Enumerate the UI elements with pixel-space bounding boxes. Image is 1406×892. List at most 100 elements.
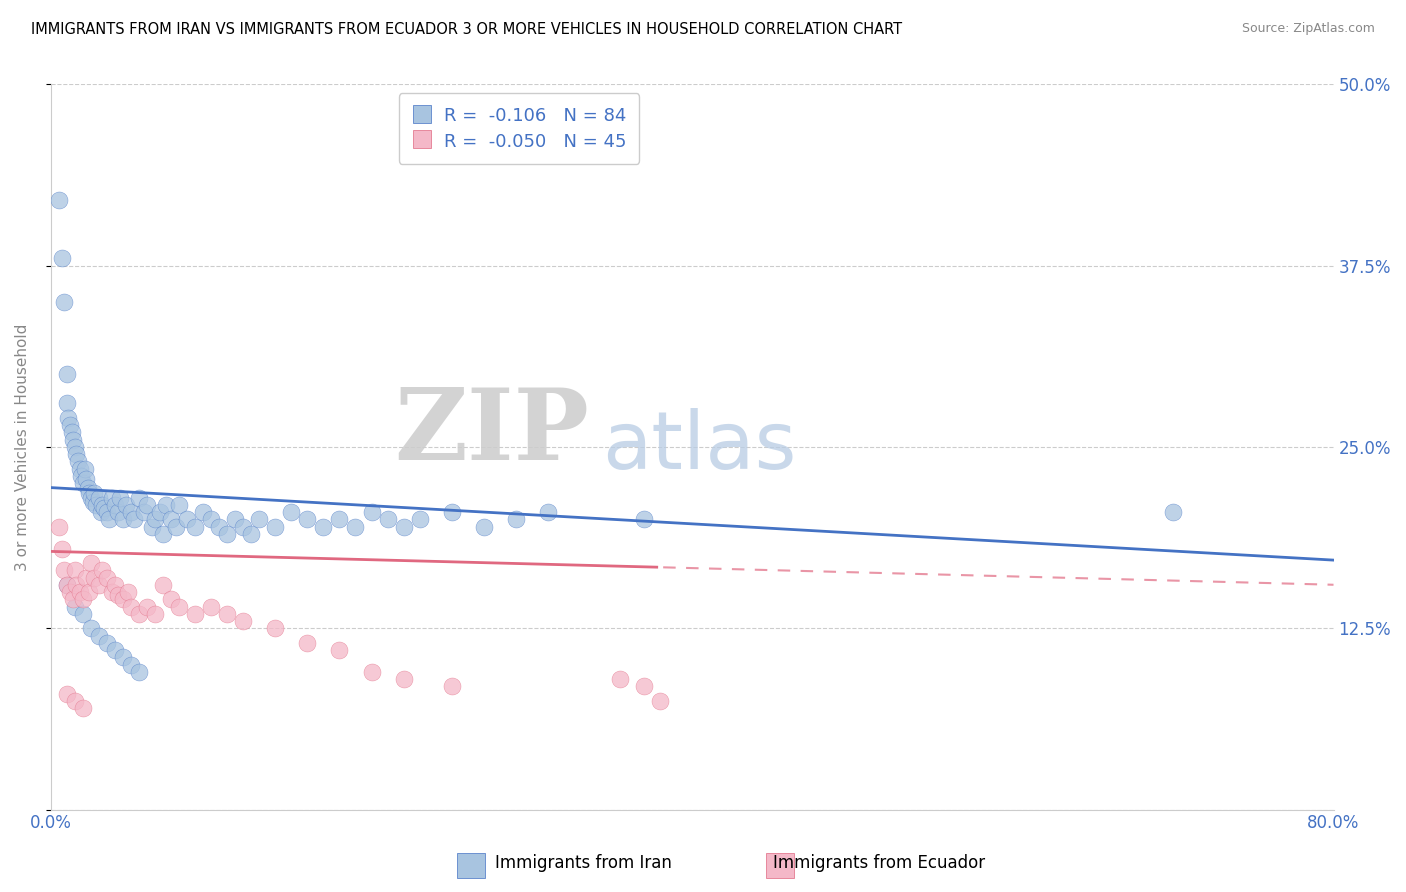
- Point: [152, 578, 174, 592]
- Point: [51, 541, 73, 556]
- Point: [107, 505, 129, 519]
- Point: [224, 512, 246, 526]
- Text: Source: ZipAtlas.com: Source: ZipAtlas.com: [1241, 22, 1375, 36]
- Point: [328, 643, 350, 657]
- Point: [84, 498, 107, 512]
- Point: [440, 505, 463, 519]
- Point: [96, 570, 118, 584]
- Point: [648, 694, 671, 708]
- Point: [79, 585, 101, 599]
- Point: [82, 495, 104, 509]
- Point: [297, 636, 319, 650]
- Point: [136, 599, 159, 614]
- Point: [208, 520, 231, 534]
- Point: [184, 607, 207, 621]
- Point: [264, 520, 287, 534]
- Point: [149, 505, 172, 519]
- Point: [48, 520, 70, 534]
- Point: [96, 505, 118, 519]
- Point: [120, 599, 142, 614]
- Point: [69, 585, 91, 599]
- Point: [79, 486, 101, 500]
- Point: [132, 505, 155, 519]
- Point: [72, 607, 94, 621]
- Point: [65, 447, 87, 461]
- Point: [633, 679, 655, 693]
- Point: [143, 512, 166, 526]
- Point: [104, 498, 127, 512]
- Point: [72, 701, 94, 715]
- Point: [72, 476, 94, 491]
- Point: [115, 498, 138, 512]
- Point: [184, 520, 207, 534]
- Y-axis label: 3 or more Vehicles in Household: 3 or more Vehicles in Household: [15, 323, 30, 571]
- Point: [328, 512, 350, 526]
- Point: [200, 512, 222, 526]
- Point: [63, 440, 86, 454]
- Point: [62, 592, 84, 607]
- Point: [59, 585, 82, 599]
- Bar: [766, 853, 794, 878]
- Point: [232, 614, 254, 628]
- Point: [90, 505, 112, 519]
- Point: [65, 578, 87, 592]
- Point: [247, 512, 270, 526]
- Text: Immigrants from Iran: Immigrants from Iran: [495, 855, 672, 872]
- Point: [176, 512, 198, 526]
- Point: [392, 672, 415, 686]
- Point: [63, 694, 86, 708]
- Point: [56, 578, 79, 592]
- Point: [52, 295, 75, 310]
- Point: [76, 481, 98, 495]
- Point: [312, 520, 335, 534]
- Point: [191, 505, 214, 519]
- Point: [360, 505, 382, 519]
- Point: [344, 520, 367, 534]
- Point: [167, 599, 190, 614]
- Point: [217, 527, 239, 541]
- Point: [122, 512, 145, 526]
- Text: ZIP: ZIP: [395, 384, 589, 481]
- Point: [408, 512, 430, 526]
- Point: [48, 194, 70, 208]
- Point: [111, 650, 134, 665]
- Point: [80, 491, 103, 505]
- Point: [120, 505, 142, 519]
- Point: [108, 491, 131, 505]
- Point: [58, 411, 80, 425]
- Point: [59, 418, 82, 433]
- Point: [297, 512, 319, 526]
- Point: [472, 520, 495, 534]
- Point: [104, 578, 127, 592]
- Point: [51, 252, 73, 266]
- Legend: R =  -0.106   N = 84, R =  -0.050   N = 45: R = -0.106 N = 84, R = -0.050 N = 45: [399, 94, 640, 164]
- Point: [56, 396, 79, 410]
- Text: Immigrants from Ecuador: Immigrants from Ecuador: [773, 855, 984, 872]
- Point: [280, 505, 302, 519]
- Point: [56, 368, 79, 382]
- Point: [377, 512, 399, 526]
- Point: [60, 425, 83, 440]
- Point: [152, 527, 174, 541]
- Point: [63, 599, 86, 614]
- Point: [160, 512, 183, 526]
- Point: [100, 585, 122, 599]
- Point: [91, 563, 114, 577]
- Point: [128, 665, 150, 679]
- Point: [160, 592, 183, 607]
- Point: [63, 563, 86, 577]
- Point: [240, 527, 263, 541]
- Point: [128, 491, 150, 505]
- Point: [96, 636, 118, 650]
- Point: [75, 570, 97, 584]
- Point: [633, 512, 655, 526]
- Point: [87, 578, 110, 592]
- Point: [609, 672, 631, 686]
- Point: [83, 570, 105, 584]
- Point: [75, 472, 97, 486]
- Point: [217, 607, 239, 621]
- Point: [87, 491, 110, 505]
- Point: [62, 433, 84, 447]
- Point: [83, 486, 105, 500]
- Point: [91, 498, 114, 512]
